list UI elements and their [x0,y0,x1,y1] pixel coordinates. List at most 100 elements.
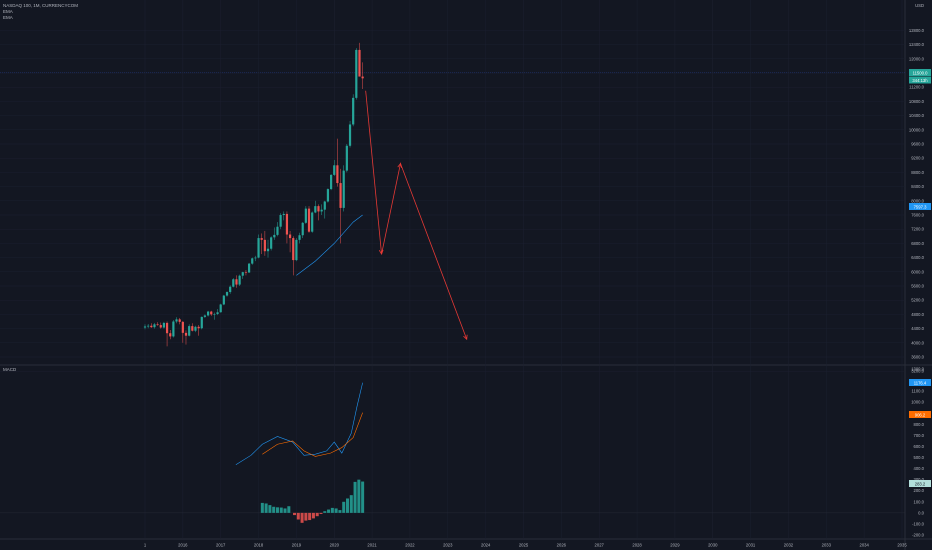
price-tick-label: 6800.0 [911,241,924,246]
candle-body [219,304,222,313]
price-tick-label: 10000.0 [909,127,925,132]
candle-body [156,324,159,326]
candle-body [254,257,257,259]
candle-body [229,286,232,293]
symbol-title[interactable]: NASDAQ 100, 1M, CURRENCYCOM [3,3,79,8]
projection-path [365,90,468,340]
candle-body [333,165,336,175]
time-tick-label: 2018 [254,543,264,548]
price-badge-bg [909,69,931,76]
candle-body [292,238,295,261]
candle-body [282,213,285,215]
histogram-bar [260,502,264,513]
candle-body [342,170,345,208]
candle-body [200,316,203,329]
ema-badge-value: 7597.3 [914,205,927,210]
candle-body [162,322,166,328]
candle-body [251,258,254,264]
projection-arrowhead [378,249,384,255]
signal-line [262,412,363,457]
candle-body [181,321,184,333]
candle-body [150,325,153,328]
price-tick-label: 9200.0 [911,156,924,161]
time-axis[interactable]: 1 2016 2017 2018 2019 2020 2021 2022 2023 2024 202… [144,543,907,548]
price-badge-value: 11500.0 [913,71,928,76]
histogram-badge-value: 283.2 [915,482,926,487]
candle-body [273,234,276,238]
price-tick-label: 9600.0 [911,142,924,147]
price-tick-label: 7600.0 [911,213,924,218]
candle-body [285,213,289,235]
candle-body [260,238,263,240]
candle-body [213,314,216,315]
macd-line-badge-bg [909,379,931,386]
histogram-bar [357,479,361,513]
candle-body [153,324,156,328]
candle-body [238,275,241,285]
histogram-bar [296,512,300,520]
macd-tick-label: 800.0 [914,422,925,427]
candle-body [143,326,147,328]
histogram-badge-bg [909,480,931,487]
indicator-ema-1[interactable]: EMA [3,9,13,14]
price-tick-label: 8400.0 [911,184,924,189]
macd-pane-label[interactable]: MACD [3,367,17,372]
time-tick-label: 2019 [292,543,302,548]
candle-body [314,206,317,213]
candle-body [172,321,175,337]
histogram-bar [353,481,357,513]
macd-tick-label: 400.0 [914,466,925,471]
price-tick-label: 12800.0 [909,28,925,33]
histogram-bar [330,507,334,513]
histogram-bar [361,481,365,513]
histogram-bar [349,495,353,513]
candle-body [194,326,197,331]
time-tick-label: 1 [144,543,147,548]
macd-tick-label: 1000.0 [911,400,924,405]
price-tick-label: 6000.0 [911,269,924,274]
candle-body [247,263,251,273]
candle-body [263,239,266,252]
histogram-bar [264,503,268,513]
time-tick-label: 2026 [557,543,567,548]
price-tick-label: 10800.0 [909,99,925,104]
histogram-bar [304,512,308,521]
price-tick-label: 12400.0 [909,42,925,47]
macd-tick-label: 500.0 [914,455,925,460]
candle-body [288,234,292,239]
candle-body [232,279,235,287]
price-tick-label: 4800.0 [911,312,924,317]
macd-tick-label: 1100.0 [912,389,925,394]
histogram-bar [327,509,331,513]
time-tick-label: 2032 [784,543,794,548]
candles [143,42,364,347]
price-tick-label: 8800.0 [911,170,924,175]
macd-tick-label: 600.0 [914,444,925,449]
time-tick-label: 2028 [632,543,642,548]
macd-tick-label: 100.0 [914,499,925,504]
candle-body [206,311,210,316]
candle-body [241,272,244,276]
price-tick-label: 6400.0 [911,255,924,260]
macd-tick-label: -100.0 [912,521,925,526]
candle-body [266,248,270,252]
projection-drawing[interactable] [365,90,468,341]
histogram-bar [338,510,342,513]
candle-body [326,189,330,202]
candle-body [147,325,150,327]
histogram-bar [319,512,323,514]
time-tick-label: 2024 [481,543,491,548]
time-tick-label: 2016 [178,543,188,548]
histogram-bar [334,508,338,513]
indicator-ema-2[interactable]: EMA [3,15,13,20]
macd-tick-label: 700.0 [914,433,925,438]
time-tick-label: 2025 [519,543,529,548]
ema-path [296,214,363,276]
macd-line [235,382,363,465]
histogram-bar [283,508,287,513]
histogram-badge: 283.2 [909,480,931,487]
histogram-bar [287,506,291,513]
histogram-bar [272,506,276,513]
candle-body [352,97,355,125]
